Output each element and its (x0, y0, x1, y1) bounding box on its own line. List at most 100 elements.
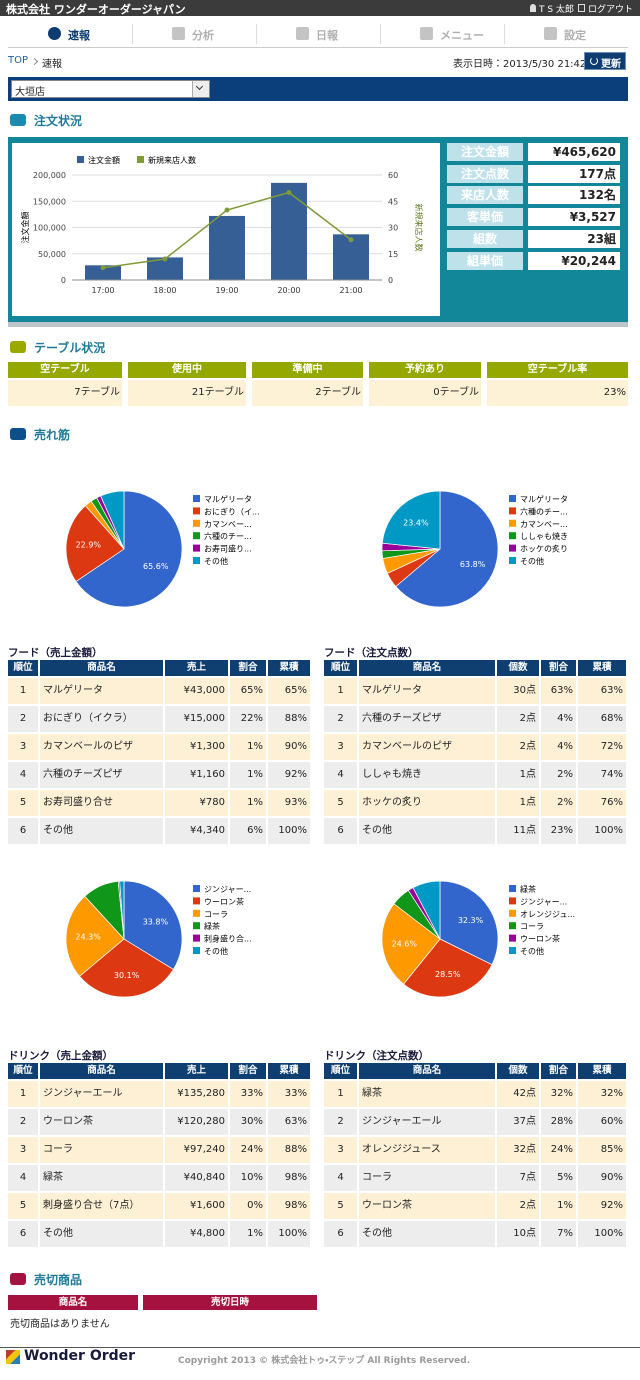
pie-slice (65, 505, 125, 582)
table-cell: ¥15,000 (165, 706, 228, 732)
x-tick-label: 17:00 (91, 286, 114, 295)
nav-label[interactable]: 分析 (192, 29, 214, 42)
table-cell: 2 (8, 706, 38, 732)
table-cell: 2点 (497, 1193, 539, 1219)
line-point (348, 237, 354, 243)
slice-label: 32.3% (458, 916, 484, 925)
y-axis-title: 注文金額 (20, 212, 30, 244)
legend-swatch (509, 922, 516, 930)
order-panel-shadow (8, 322, 628, 327)
slice-label: 28.5% (435, 970, 461, 979)
table-cell: ¥780 (165, 790, 228, 816)
table-cell: 22% (230, 706, 266, 732)
slice-label: 33.8% (143, 917, 169, 926)
table-cell: カマンベールのピザ (359, 734, 495, 760)
nav-label[interactable]: 設定 (564, 29, 586, 42)
section-icon (10, 341, 26, 353)
legend-swatch (509, 557, 516, 564)
stat-value: 177点 (528, 164, 620, 183)
legend-swatch (193, 544, 200, 552)
legend-label: 六種のチー... (520, 506, 568, 516)
nav-label[interactable]: 速報 (68, 29, 90, 42)
logout-link[interactable]: ログアウト (588, 5, 634, 15)
nav-label[interactable]: 日報 (316, 29, 338, 42)
pie-slice (381, 903, 441, 985)
table-cell: ジンジャーエール (359, 1109, 495, 1135)
table-cell: 4 (8, 762, 38, 788)
table-cell: 98% (268, 1165, 310, 1191)
status-value: 2テーブル (252, 380, 363, 406)
legend-swatch (509, 532, 516, 540)
section-title: 注文状況 (34, 114, 83, 128)
breadcrumb-current: 速報 (42, 59, 62, 70)
table-cell: 1点 (497, 790, 539, 816)
store-name[interactable]: 大垣店 (15, 87, 45, 98)
legend-label: マルゲリータ (204, 494, 252, 504)
table-cell: 1 (324, 1081, 357, 1107)
table-cell: 88% (268, 706, 310, 732)
refresh-button[interactable]: 更新 (584, 52, 626, 70)
slice-label: 30.1% (114, 971, 140, 980)
table-cell: 0% (230, 1193, 266, 1219)
table-cell: 4 (324, 1165, 357, 1191)
table-cell: 1% (230, 734, 266, 760)
pie-slice (75, 490, 183, 608)
section-icon (10, 114, 26, 126)
refresh-label[interactable]: 更新 (601, 59, 621, 70)
nav-tab[interactable]: 分析 (132, 20, 256, 47)
table-cell: 1点 (497, 762, 539, 788)
table-cell: 88% (268, 1137, 310, 1163)
table-cell: 42点 (497, 1081, 539, 1107)
table-cell: コーラ (359, 1165, 495, 1191)
table-cell: 65% (268, 678, 310, 704)
table-cell: 68% (578, 706, 626, 732)
table-cell: 2点 (497, 734, 539, 760)
table-cell: 3 (324, 734, 357, 760)
slice-label: 24.6% (392, 939, 418, 948)
table-cell: 100% (578, 818, 626, 844)
table-header: 割合 (230, 660, 266, 676)
table-cell: 4% (541, 706, 576, 732)
table-cell: ¥1,300 (165, 734, 228, 760)
nav-icon (420, 27, 433, 40)
table-header: 商品名 (40, 660, 163, 676)
table-cell: 72% (578, 734, 626, 760)
table-cell: ¥1,160 (165, 762, 228, 788)
legend-swatch (509, 495, 516, 502)
legend-label: オレンジジュ... (520, 910, 575, 919)
table-cell: 32点 (497, 1137, 539, 1163)
table-cell: ウーロン茶 (40, 1109, 163, 1135)
nav-tab[interactable]: メニュー (380, 20, 504, 47)
legend-label: ウーロン茶 (520, 934, 560, 944)
legend-label: 新規来店人数 (148, 155, 196, 165)
table-cell: その他 (359, 818, 495, 844)
table-cell: ホッケの炙り (359, 790, 495, 816)
x-tick-label: 20:00 (277, 286, 300, 295)
nav-tab[interactable]: 日報 (256, 20, 380, 47)
nav-icon (48, 27, 61, 40)
table-cell: 3 (8, 1137, 38, 1163)
table-cell: 30% (230, 1109, 266, 1135)
table-cell: マルゲリータ (359, 678, 495, 704)
user-name[interactable]: T S 太郎 (539, 5, 574, 15)
table-cell: 六種のチーズピザ (40, 762, 163, 788)
legend-swatch (509, 544, 516, 552)
nav-tab[interactable]: 速報 (8, 20, 132, 47)
nav-label[interactable]: メニュー (440, 29, 484, 42)
breadcrumb-top[interactable]: TOP (8, 55, 29, 66)
table-cell: ¥135,280 (165, 1081, 228, 1107)
table-cell: 98% (268, 1193, 310, 1219)
y-tick-label: 100,000 (33, 224, 66, 233)
legend-swatch (77, 156, 84, 163)
y-tick-label: 150,000 (33, 197, 66, 206)
table-cell: 32% (541, 1081, 576, 1107)
y2-tick-label: 30 (388, 224, 398, 233)
store-select[interactable]: 大垣店 (11, 80, 210, 98)
line-point (100, 265, 106, 271)
table-cell: 65% (230, 678, 266, 704)
nav-tab[interactable]: 設定 (504, 20, 628, 47)
table-cell: 6% (230, 818, 266, 844)
stat-value: ¥20,244 (528, 251, 620, 270)
